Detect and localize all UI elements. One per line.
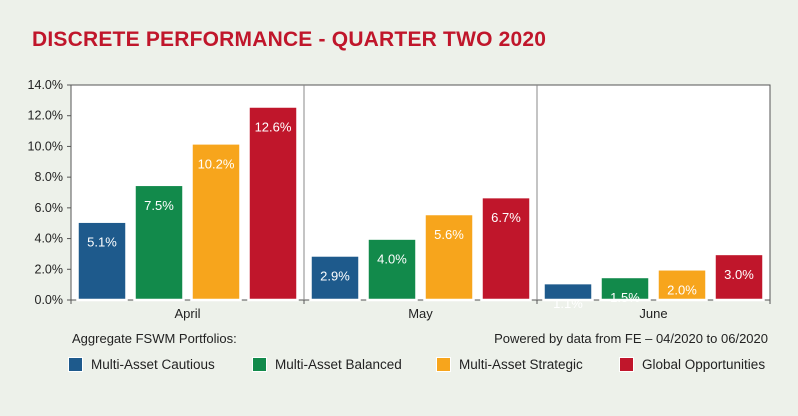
legend-swatch-strategic <box>436 357 451 372</box>
y-tick-label: 14.0% <box>28 78 63 92</box>
chart-title: DISCRETE PERFORMANCE - QUARTER TWO 2020 <box>32 28 547 51</box>
bar <box>542 281 594 302</box>
bar <box>247 105 299 302</box>
y-tick-label: 2.0% <box>35 262 64 276</box>
bar-value-label: 10.2% <box>198 156 235 171</box>
bar <box>366 237 418 302</box>
bar-value-label: 6.7% <box>491 210 521 225</box>
bar <box>309 254 361 302</box>
y-tick-label: 8.0% <box>35 170 64 184</box>
bar <box>599 275 651 302</box>
bar-value-label: 4.0% <box>377 252 407 267</box>
legend-label-balanced: Multi-Asset Balanced <box>275 357 402 372</box>
x-tick-label: May <box>408 306 433 321</box>
bar <box>656 268 708 302</box>
y-tick-label: 6.0% <box>35 201 64 215</box>
legend-label-cautious: Multi-Asset Cautious <box>91 357 215 372</box>
bar-value-label: 1.1% <box>553 296 583 311</box>
legend-item-global: Global Opportunities <box>619 357 765 372</box>
bar-value-label: 7.5% <box>144 198 174 213</box>
bar <box>423 212 475 302</box>
plot-area <box>70 84 771 301</box>
y-tick-label: 4.0% <box>35 232 64 246</box>
y-tick-label: 10.0% <box>28 139 63 153</box>
legend-label-global: Global Opportunities <box>642 357 766 372</box>
x-tick-label: June <box>639 306 667 321</box>
legend-swatch-global <box>619 357 634 372</box>
legend-swatch-cautious <box>68 357 83 372</box>
legend-item-cautious: Multi-Asset Cautious <box>68 357 215 372</box>
bar-value-label: 5.1% <box>87 235 117 250</box>
footer-portfolios-label: Aggregate FSWM Portfolios: <box>72 331 237 346</box>
bar-value-label: 1.5% <box>610 290 640 305</box>
bar <box>713 252 765 302</box>
bar-value-label: 3.0% <box>724 267 754 282</box>
legend-swatch-balanced <box>252 357 267 372</box>
bar-value-label: 2.9% <box>320 268 350 283</box>
legend-label-strategic: Multi-Asset Strategic <box>459 357 583 372</box>
bar <box>480 195 532 302</box>
bar-value-label: 5.6% <box>434 227 464 242</box>
bar-value-label: 12.6% <box>255 120 292 135</box>
x-tick-label: April <box>174 306 200 321</box>
bar-value-label: 2.0% <box>667 282 697 297</box>
bar <box>133 183 185 302</box>
bar <box>76 220 128 302</box>
bar <box>190 142 242 302</box>
footer-data-source: Powered by data from FE – 04/2020 to 06/… <box>494 331 768 346</box>
legend-item-balanced: Multi-Asset Balanced <box>252 357 402 372</box>
legend-item-strategic: Multi-Asset Strategic <box>436 357 583 372</box>
chart-legend: Multi-Asset Cautious Multi-Asset Balance… <box>0 357 798 381</box>
bar-chart: 0.0% 2.0% 4.0% 6.0% 8.0% 10.0% 12.0% 14.0% 5.1% 7… <box>28 78 771 321</box>
y-tick-label: 12.0% <box>28 109 63 123</box>
y-tick-label: 0.0% <box>35 293 64 307</box>
